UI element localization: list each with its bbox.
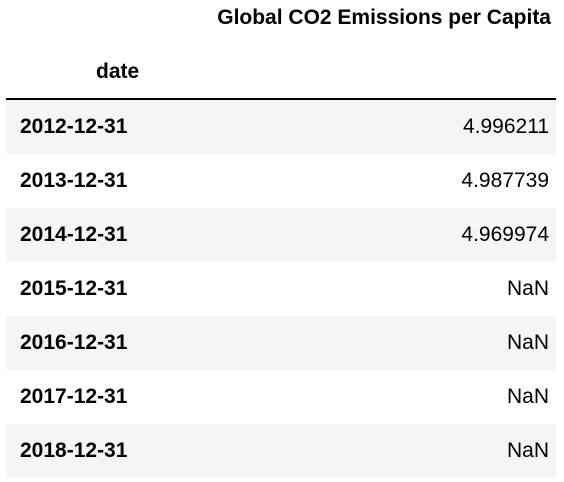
table-row: 2018-12-31 NaN	[6, 424, 556, 478]
header-divider	[6, 98, 556, 100]
table-row: 2017-12-31 NaN	[6, 370, 556, 424]
index-header: date	[96, 60, 140, 83]
row-value: NaN	[506, 277, 549, 300]
table-row: 2015-12-31 NaN	[6, 262, 556, 316]
row-value: NaN	[506, 385, 549, 408]
row-date: 2017-12-31	[20, 385, 128, 408]
row-date: 2015-12-31	[20, 277, 128, 300]
table-body: 2012-12-31 4.996211 2013-12-31 4.987739 …	[6, 100, 556, 478]
row-value: 4.969974	[461, 223, 549, 246]
row-date: 2013-12-31	[20, 169, 128, 192]
row-value: NaN	[506, 331, 549, 354]
table-row: 2016-12-31 NaN	[6, 316, 556, 370]
row-date: 2016-12-31	[20, 331, 128, 354]
row-value: NaN	[506, 439, 549, 462]
row-value: 4.987739	[461, 169, 549, 192]
row-date: 2012-12-31	[20, 115, 128, 138]
row-value: 4.996211	[462, 115, 549, 138]
table-row: 2012-12-31 4.996211	[6, 100, 556, 154]
column-header: Global CO2 Emissions per Capita	[217, 6, 551, 29]
table-row: 2013-12-31 4.987739	[6, 154, 556, 208]
row-date: 2018-12-31	[20, 439, 128, 462]
row-date: 2014-12-31	[20, 223, 128, 246]
table-row: 2014-12-31 4.969974	[6, 208, 556, 262]
